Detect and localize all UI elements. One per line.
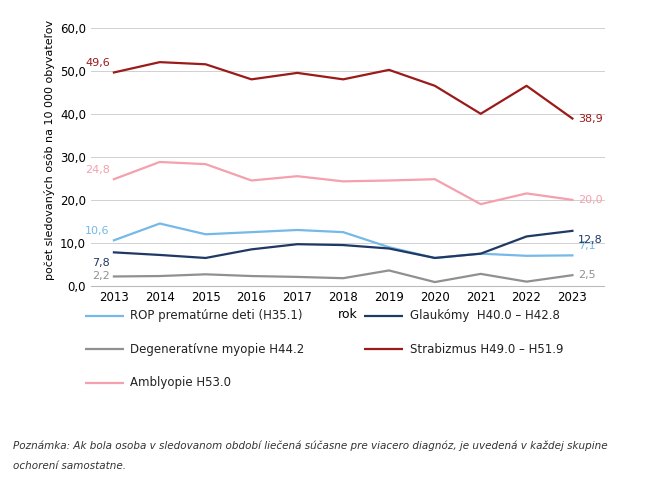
Text: 12,8: 12,8 bbox=[578, 235, 603, 245]
Text: 7,8: 7,8 bbox=[92, 258, 110, 268]
Y-axis label: počet sledovaných osôb na 10 000 obyvateľov: počet sledovaných osôb na 10 000 obyvate… bbox=[44, 20, 55, 281]
Text: 38,9: 38,9 bbox=[578, 113, 603, 124]
Text: 7,1: 7,1 bbox=[578, 241, 595, 251]
Text: 24,8: 24,8 bbox=[85, 165, 110, 175]
Text: 49,6: 49,6 bbox=[85, 58, 110, 69]
Text: Glaukómy  H40.0 – H42.8: Glaukómy H40.0 – H42.8 bbox=[410, 309, 560, 322]
Text: Degeneratívne myopie H44.2: Degeneratívne myopie H44.2 bbox=[130, 343, 304, 355]
Text: ROP prematúrne deti (H35.1): ROP prematúrne deti (H35.1) bbox=[130, 309, 302, 322]
Text: Poznámka: Ak bola osoba v sledovanom období liečená súčasne pre viacero diagnóz,: Poznámka: Ak bola osoba v sledovanom obd… bbox=[13, 441, 608, 451]
X-axis label: rok: rok bbox=[338, 308, 358, 321]
Text: 2,5: 2,5 bbox=[578, 270, 595, 280]
Text: ochorení samostatne.: ochorení samostatne. bbox=[13, 461, 126, 471]
Text: Strabizmus H49.0 – H51.9: Strabizmus H49.0 – H51.9 bbox=[410, 343, 563, 355]
Text: 2,2: 2,2 bbox=[92, 272, 110, 282]
Text: Amblyopie H53.0: Amblyopie H53.0 bbox=[130, 376, 231, 389]
Text: 20,0: 20,0 bbox=[578, 195, 603, 205]
Text: 10,6: 10,6 bbox=[85, 226, 110, 236]
